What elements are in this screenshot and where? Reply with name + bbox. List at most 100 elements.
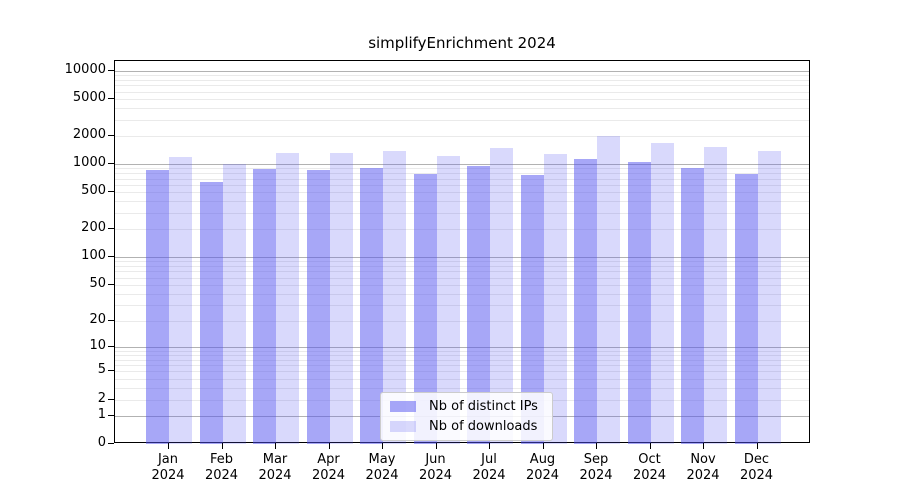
x-tick-label: Apr 2024 bbox=[301, 452, 357, 484]
y-tick-label: 20 bbox=[89, 311, 106, 327]
gridline-minor bbox=[115, 304, 809, 306]
x-tick-label: Dec 2024 bbox=[729, 452, 785, 484]
gridline-minor bbox=[115, 365, 809, 367]
y-tick-mark bbox=[108, 228, 114, 230]
bar-distinct-ips bbox=[253, 169, 276, 444]
x-tick-month: Jan bbox=[157, 452, 179, 467]
bar-distinct-ips bbox=[360, 168, 383, 444]
bar-downloads bbox=[276, 153, 299, 444]
x-tick-month: Jun bbox=[425, 452, 446, 467]
x-tick-month: Mar bbox=[262, 452, 288, 467]
legend-item-downloads: Nb of downloads bbox=[390, 419, 538, 434]
gridline-minor bbox=[115, 212, 809, 214]
gridline-major bbox=[115, 346, 809, 348]
x-tick-month: Feb bbox=[209, 452, 234, 467]
x-tick-year: 2024 bbox=[686, 468, 720, 483]
gridline-minor bbox=[115, 271, 809, 273]
bar-distinct-ips bbox=[574, 159, 597, 444]
x-tick-label: Jun 2024 bbox=[408, 452, 464, 484]
legend-item-distinct-ips: Nb of distinct IPs bbox=[390, 399, 538, 414]
gridline-major bbox=[115, 164, 809, 166]
bar-distinct-ips bbox=[146, 170, 169, 444]
gridline-minor bbox=[115, 261, 809, 263]
gridline-minor bbox=[115, 266, 809, 268]
y-tick-label: 1000 bbox=[72, 155, 106, 171]
x-tick-month: Aug bbox=[529, 452, 556, 467]
legend: Nb of distinct IPs Nb of downloads bbox=[380, 392, 553, 441]
x-tick-year: 2024 bbox=[151, 468, 185, 483]
y-tick-label: 5000 bbox=[72, 90, 106, 106]
x-tick-mark bbox=[168, 443, 169, 449]
gridline-minor bbox=[115, 293, 809, 295]
x-tick-label: Feb 2024 bbox=[194, 452, 250, 484]
y-tick-mark bbox=[108, 370, 114, 372]
y-tick-label: 2 bbox=[97, 390, 106, 406]
gridline-minor bbox=[115, 355, 809, 357]
gridline-minor bbox=[115, 387, 809, 389]
y-tick-label: 100 bbox=[81, 248, 106, 264]
gridline-minor bbox=[115, 168, 809, 170]
gridline-minor bbox=[115, 359, 809, 361]
y-tick-mark bbox=[108, 414, 114, 416]
bar-distinct-ips bbox=[467, 165, 490, 444]
x-tick-month: Nov bbox=[690, 452, 716, 467]
y-tick-label: 10000 bbox=[64, 61, 106, 77]
y-tick-mark bbox=[108, 345, 114, 347]
x-tick-label: Oct 2024 bbox=[622, 452, 678, 484]
x-tick-year: 2024 bbox=[579, 468, 613, 483]
bar-downloads bbox=[169, 156, 192, 444]
gridline-minor bbox=[115, 91, 809, 93]
bar-distinct-ips bbox=[681, 168, 704, 444]
x-tick-month: Apr bbox=[317, 452, 340, 467]
gridline-minor bbox=[115, 75, 809, 77]
bar-distinct-ips bbox=[734, 173, 758, 444]
x-tick-month: Dec bbox=[743, 452, 770, 467]
bar-downloads bbox=[650, 143, 674, 444]
y-tick-label: 200 bbox=[81, 220, 106, 236]
legend-swatch-distinct-ips bbox=[390, 401, 416, 412]
x-tick-label: Mar 2024 bbox=[247, 452, 303, 484]
chart-title: simplifyEnrichment 2024 bbox=[368, 34, 556, 52]
x-tick-year: 2024 bbox=[311, 468, 346, 483]
y-tick-label: 1 bbox=[97, 406, 106, 422]
gridline-major bbox=[115, 70, 809, 72]
x-tick-year: 2024 bbox=[418, 468, 453, 483]
x-tick-mark bbox=[703, 443, 704, 449]
x-tick-month: Oct bbox=[638, 452, 661, 467]
y-tick-mark bbox=[108, 256, 114, 258]
x-tick-mark bbox=[221, 443, 223, 449]
legend-label-downloads: Nb of downloads bbox=[429, 419, 538, 434]
y-tick-label: 0 bbox=[97, 435, 106, 450]
gridline-minor bbox=[115, 378, 809, 380]
x-tick-label: May 2024 bbox=[354, 452, 410, 484]
bar-downloads bbox=[597, 135, 620, 444]
x-tick-mark bbox=[275, 443, 276, 449]
x-tick-year: 2024 bbox=[525, 468, 560, 483]
y-tick-mark bbox=[108, 163, 114, 165]
x-tick-mark bbox=[328, 443, 330, 449]
bar-distinct-ips bbox=[413, 174, 437, 444]
bar-downloads bbox=[436, 156, 460, 444]
gridline-minor bbox=[115, 320, 809, 322]
x-tick-mark bbox=[542, 443, 544, 449]
plot-area: Nb of distinct IPs Nb of downloads bbox=[114, 60, 810, 444]
gridline-minor bbox=[115, 284, 809, 286]
y-tick-mark bbox=[108, 191, 114, 193]
y-tick-mark bbox=[108, 69, 114, 71]
bar-distinct-ips bbox=[627, 162, 651, 444]
y-tick-mark bbox=[108, 283, 114, 285]
bar-downloads bbox=[543, 154, 567, 444]
y-tick-label: 2000 bbox=[72, 127, 106, 143]
gridline-minor bbox=[115, 99, 809, 101]
x-tick-label: Jan 2024 bbox=[140, 452, 196, 484]
y-tick-mark bbox=[108, 319, 114, 321]
x-tick-label: Jul 2024 bbox=[461, 452, 517, 484]
bar-downloads bbox=[490, 148, 513, 444]
x-tick-label: Aug 2024 bbox=[515, 452, 571, 484]
bar-distinct-ips bbox=[520, 174, 544, 444]
gridline-minor bbox=[115, 277, 809, 279]
gridline-minor bbox=[115, 350, 809, 352]
x-tick-month: Jul bbox=[481, 452, 497, 467]
gridline-minor bbox=[115, 201, 809, 203]
